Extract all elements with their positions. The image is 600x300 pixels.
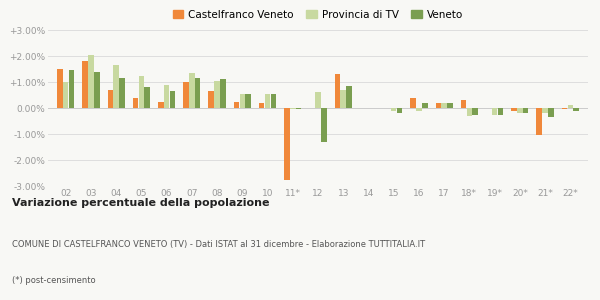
Bar bbox=[265, 94, 271, 108]
Bar bbox=[233, 101, 239, 108]
Bar bbox=[107, 90, 113, 108]
Bar bbox=[416, 108, 422, 111]
Bar bbox=[346, 86, 352, 108]
Bar bbox=[568, 105, 573, 108]
Bar bbox=[145, 87, 150, 108]
Bar bbox=[239, 94, 245, 108]
Bar bbox=[170, 91, 175, 108]
Bar bbox=[321, 108, 326, 142]
Bar bbox=[436, 103, 441, 108]
Text: COMUNE DI CASTELFRANCO VENETO (TV) - Dati ISTAT al 31 dicembre - Elaborazione TU: COMUNE DI CASTELFRANCO VENETO (TV) - Dat… bbox=[12, 240, 425, 249]
Bar bbox=[542, 108, 548, 113]
Bar bbox=[82, 61, 88, 108]
Bar bbox=[536, 108, 542, 135]
Bar bbox=[340, 90, 346, 108]
Bar bbox=[442, 103, 447, 108]
Bar bbox=[94, 72, 100, 108]
Bar bbox=[523, 108, 529, 113]
Bar bbox=[139, 76, 144, 108]
Legend: Castelfranco Veneto, Provincia di TV, Veneto: Castelfranco Veneto, Provincia di TV, Ve… bbox=[170, 8, 466, 22]
Bar bbox=[88, 55, 94, 108]
Bar bbox=[447, 103, 453, 108]
Bar bbox=[63, 82, 68, 108]
Bar bbox=[548, 108, 554, 117]
Bar bbox=[214, 81, 220, 108]
Bar bbox=[391, 108, 397, 111]
Text: (*) post-censimento: (*) post-censimento bbox=[12, 276, 95, 285]
Bar bbox=[158, 101, 164, 108]
Bar bbox=[290, 108, 296, 109]
Bar bbox=[245, 94, 251, 108]
Bar bbox=[562, 108, 567, 109]
Bar bbox=[492, 108, 497, 115]
Bar bbox=[574, 108, 579, 111]
Bar bbox=[472, 108, 478, 115]
Bar bbox=[397, 108, 403, 113]
Bar bbox=[57, 69, 62, 108]
Bar bbox=[410, 98, 416, 108]
Bar bbox=[133, 98, 139, 108]
Bar bbox=[69, 70, 74, 108]
Bar bbox=[497, 108, 503, 115]
Bar bbox=[164, 85, 169, 108]
Bar bbox=[113, 65, 119, 108]
Bar bbox=[220, 80, 226, 108]
Bar bbox=[189, 73, 194, 108]
Bar bbox=[208, 91, 214, 108]
Bar bbox=[315, 92, 321, 108]
Bar bbox=[284, 108, 290, 179]
Bar bbox=[517, 108, 523, 113]
Bar bbox=[259, 103, 265, 108]
Bar bbox=[119, 78, 125, 108]
Bar bbox=[296, 108, 301, 109]
Bar bbox=[271, 94, 276, 108]
Bar bbox=[461, 100, 466, 108]
Bar bbox=[467, 108, 472, 116]
Text: Variazione percentuale della popolazione: Variazione percentuale della popolazione bbox=[12, 198, 269, 208]
Bar bbox=[183, 82, 189, 108]
Bar bbox=[511, 108, 517, 111]
Bar bbox=[195, 78, 200, 108]
Bar bbox=[335, 74, 340, 108]
Bar bbox=[422, 103, 428, 108]
